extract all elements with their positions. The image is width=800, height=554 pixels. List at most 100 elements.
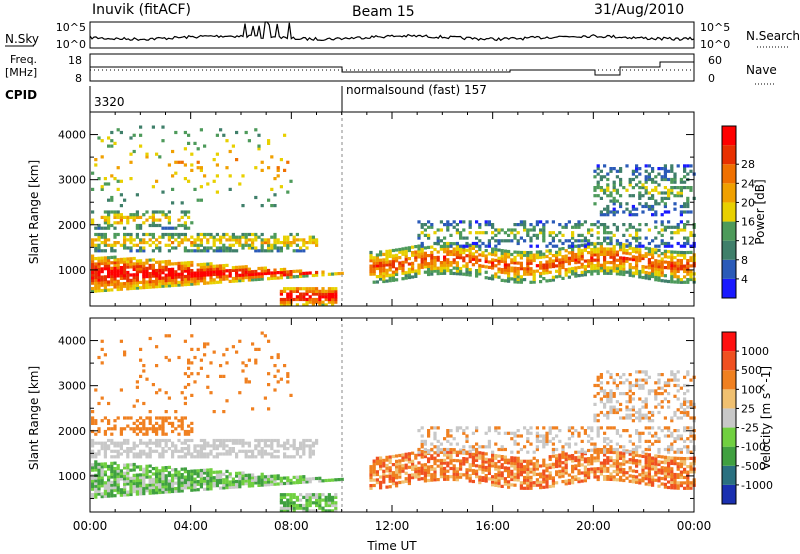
heatmap-cell (622, 210, 626, 214)
heatmap-cell (126, 284, 130, 288)
heatmap-cell (449, 244, 453, 248)
heatmap-cell (545, 479, 549, 484)
heatmap-cell (215, 133, 219, 137)
heatmap-cell (638, 272, 642, 276)
heatmap-cell (244, 476, 248, 480)
heatmap-cell (599, 223, 603, 227)
heatmap-cell (171, 473, 175, 477)
heatmap-cell (638, 454, 642, 458)
heatmap-cell (369, 259, 373, 263)
heatmap-cell (500, 251, 504, 255)
heatmap-cell (567, 481, 571, 485)
heatmap-cell (308, 477, 312, 481)
heatmap-cell (97, 355, 101, 360)
heatmap-cell (158, 474, 162, 478)
heatmap-cell (94, 481, 98, 486)
heatmap-cell (638, 378, 642, 382)
heatmap-cell (651, 461, 655, 466)
heatmap-cell (619, 465, 623, 469)
heatmap-cell (110, 464, 114, 468)
heatmap-cell (257, 481, 261, 485)
heatmap-cell (241, 204, 245, 208)
heatmap-cell (407, 465, 411, 469)
heatmap-cell (411, 465, 415, 469)
heatmap-cell (276, 355, 280, 360)
heatmap-cell (238, 391, 242, 395)
heatmap-cell (238, 243, 242, 247)
heatmap-cell (567, 437, 571, 441)
heatmap-cell (279, 498, 283, 502)
heatmap-cell (286, 481, 290, 485)
heatmap-cell (628, 434, 632, 438)
heatmap-cell (407, 246, 411, 250)
heatmap-cell (635, 431, 639, 435)
heatmap-cell (401, 480, 405, 484)
heatmap-cell (404, 479, 408, 483)
heatmap-cell (478, 475, 482, 479)
heatmap-cell (391, 257, 395, 261)
heatmap-cell (193, 249, 197, 253)
heatmap-cell (135, 455, 139, 459)
heatmap-cell (644, 204, 648, 209)
heatmap-cell (161, 226, 165, 230)
heatmap-cell (641, 265, 645, 269)
heatmap-cell (196, 469, 200, 473)
heatmap-cell (423, 265, 427, 269)
heatmap-cell (487, 445, 491, 449)
heatmap-cell (158, 265, 162, 270)
heatmap-cell (651, 475, 655, 479)
heatmap-cell (283, 506, 287, 510)
heatmap-cell (673, 280, 677, 284)
heatmap-cell (644, 463, 648, 467)
heatmap-cell (507, 266, 511, 270)
heatmap-cell (641, 267, 645, 271)
heatmap-cell (148, 452, 152, 456)
heatmap-cell (161, 438, 165, 443)
cpid-entry-1: 3320 (94, 95, 125, 109)
heatmap-cell (395, 272, 399, 276)
heatmap-cell (439, 458, 443, 463)
heatmap-cell (622, 416, 626, 420)
heatmap-cell (270, 235, 274, 239)
heatmap-cell (673, 261, 677, 265)
heatmap-cell (654, 405, 658, 409)
heatmap-cell (657, 373, 661, 377)
heatmap-cell (116, 213, 120, 217)
heatmap-cell (542, 252, 546, 256)
heatmap-cell (417, 220, 421, 224)
heatmap-cell (449, 263, 453, 267)
heatmap-cell (123, 284, 127, 288)
heatmap-cell (452, 448, 456, 452)
heatmap-cell (644, 254, 648, 258)
heatmap-cell (100, 261, 104, 266)
heatmap-cell (212, 272, 216, 276)
heatmap-cell (542, 442, 546, 446)
heatmap-cell (529, 228, 533, 232)
heatmap-cell (180, 215, 184, 219)
heatmap-cell (225, 238, 229, 242)
heatmap-cell (203, 482, 207, 486)
heatmap-cell (526, 481, 530, 485)
heatmap-cell (225, 399, 229, 403)
heatmap-cell (107, 447, 111, 451)
heatmap-cell (433, 247, 437, 252)
heatmap-cell (686, 172, 690, 176)
date-label: 31/Aug/2010 (594, 2, 684, 18)
heatmap-cell (644, 378, 648, 382)
heatmap-cell (663, 249, 667, 253)
heatmap-cell (228, 483, 232, 487)
heatmap-cell (423, 223, 427, 227)
heatmap-cell (231, 249, 235, 253)
heatmap-cell (203, 265, 207, 269)
heatmap-cell (663, 210, 667, 214)
heatmap-cell (683, 429, 687, 433)
heatmap-cell (334, 297, 338, 302)
heatmap-cell (567, 445, 571, 449)
heatmap-cell (449, 260, 453, 265)
heatmap-cell (279, 270, 283, 274)
heatmap-cell (497, 478, 501, 483)
heatmap-cell (113, 475, 117, 479)
heatmap-cell (276, 449, 280, 453)
heatmap-cell (100, 215, 104, 219)
heatmap-cell (142, 286, 146, 290)
